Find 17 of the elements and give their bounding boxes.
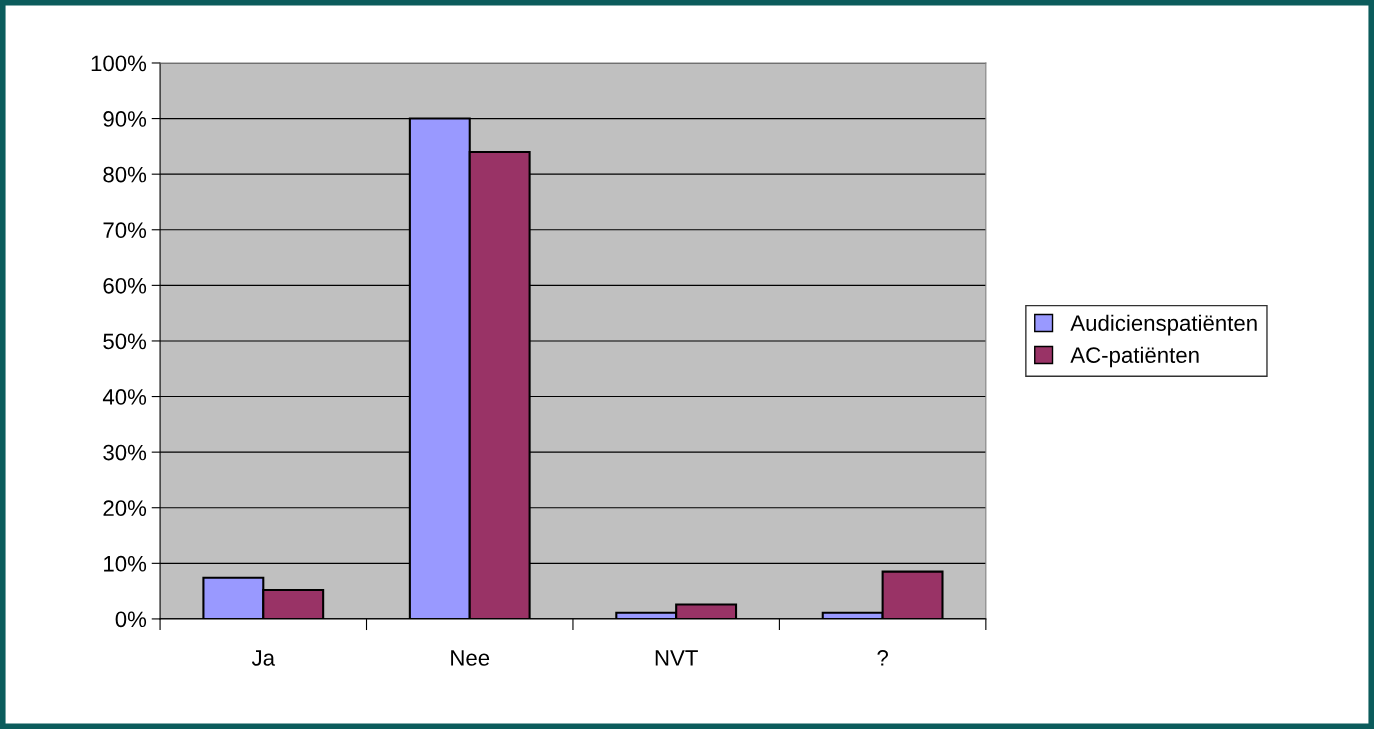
- y-tick-label: 50%: [103, 333, 147, 350]
- y-tick-label: 70%: [103, 222, 147, 239]
- y-tick-label: 40%: [102, 389, 147, 405]
- y-tick-label: 80%: [103, 166, 147, 183]
- x-tick-label: Ja: [251, 650, 276, 666]
- y-tick-label: 20%: [103, 500, 147, 516]
- legend-label: Audicienspatiënten: [1070, 314, 1257, 336]
- y-tick-label: 100%: [91, 55, 147, 72]
- x-tick-label: NVT: [655, 650, 698, 666]
- y-tick-label: 10%: [104, 555, 147, 572]
- y-tick-label: 60%: [103, 277, 147, 294]
- x-tick-label: Nee: [451, 650, 490, 666]
- y-tick-label: 90%: [103, 111, 147, 127]
- legend-label: AC-patiënten: [1070, 346, 1199, 368]
- y-tick-label: 0%: [115, 611, 147, 628]
- x-tick-label: ?: [877, 650, 888, 666]
- y-tick-label: 30%: [103, 444, 147, 461]
